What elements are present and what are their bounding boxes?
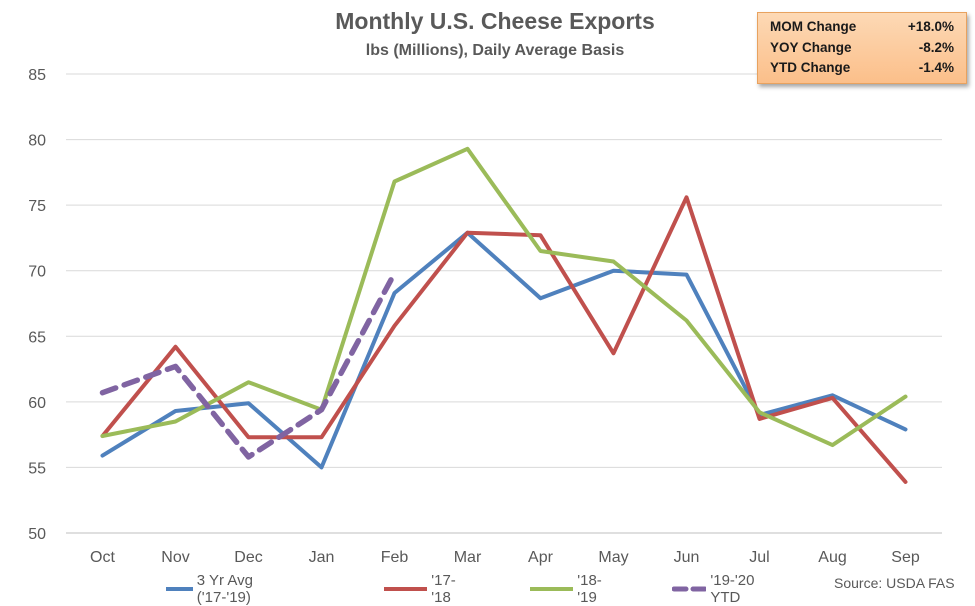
series-line-0 (100, 230, 908, 470)
x-tick-label: Apr (528, 549, 554, 566)
x-tick-label: Dec (234, 549, 262, 566)
change-stats-box: MOM Change +18.0% YOY Change -8.2% YTD C… (757, 12, 967, 84)
chart-subtitle: lbs (Millions), Daily Average Basis (365, 42, 625, 59)
x-tick-label: Oct (90, 549, 115, 566)
legend-swatch (530, 587, 574, 591)
stat-row-yoy: YOY Change -8.2% (770, 40, 954, 61)
legend-swatch (166, 587, 193, 591)
y-tick-label: 50 (28, 526, 46, 543)
series-line-3 (99, 270, 398, 460)
x-tick-label: Aug (818, 549, 846, 566)
stat-value: +18.0% (907, 19, 954, 34)
x-tick-label: Sep (891, 549, 920, 566)
legend-item-3yr-avg: 3 Yr Avg ('17-'19) (166, 572, 254, 606)
legend-item-18-19: '18-'19 (530, 572, 613, 606)
series-line-2 (100, 146, 908, 448)
y-tick-label: 80 (28, 133, 46, 150)
gridlines (66, 73, 942, 534)
legend-label: '19-'20 YTD (710, 572, 755, 606)
chart-title: Monthly U.S. Cheese Exports (335, 8, 655, 34)
series-lines (99, 146, 908, 484)
y-tick-label: 60 (28, 395, 46, 412)
legend-swatch (672, 586, 707, 592)
x-tick-label: Jun (674, 549, 700, 566)
stat-value: -1.4% (918, 60, 954, 75)
legend-label: 3 Yr Avg ('17-'19) (196, 572, 253, 606)
legend-item-17-18: '17-'18 (384, 572, 467, 606)
series-line-1 (100, 195, 908, 484)
y-tick-label: 55 (28, 460, 46, 477)
legend-label: '17-'18 (431, 572, 456, 606)
legend-swatch (384, 587, 428, 591)
x-tick-label: Nov (161, 549, 189, 566)
y-tick-label: 65 (28, 329, 46, 346)
stat-value: -8.2% (918, 39, 954, 55)
stat-label: MOM Change (770, 19, 857, 34)
y-tick-label: 75 (28, 198, 46, 215)
y-tick-label: 85 (28, 67, 46, 84)
legend-label: '18-'19 (577, 572, 602, 606)
x-tick-label: Mar (454, 549, 482, 566)
source-note: Source: USDA FAS (834, 575, 955, 591)
x-tick-label: May (598, 549, 628, 566)
stat-row-ytd: YTD Change -1.4% (770, 60, 954, 81)
legend-item-19-20-ytd: '19-'20 YTD (672, 572, 760, 606)
x-axis-tick-labels: Oct Nov Dec Jan Feb Mar Apr May Jun Jul Aug Sep (90, 549, 920, 566)
y-tick-label: 70 (28, 264, 46, 281)
stat-label: YOY Change (770, 39, 852, 55)
x-tick-label: Jul (749, 549, 769, 566)
stat-row-mom: MOM Change +18.0% (770, 19, 954, 40)
x-tick-label: Jan (309, 549, 335, 566)
stat-label: YTD Change (770, 60, 851, 75)
x-tick-label: Feb (381, 549, 409, 566)
y-axis-tick-labels: 50 55 60 65 70 75 80 85 (28, 67, 46, 543)
